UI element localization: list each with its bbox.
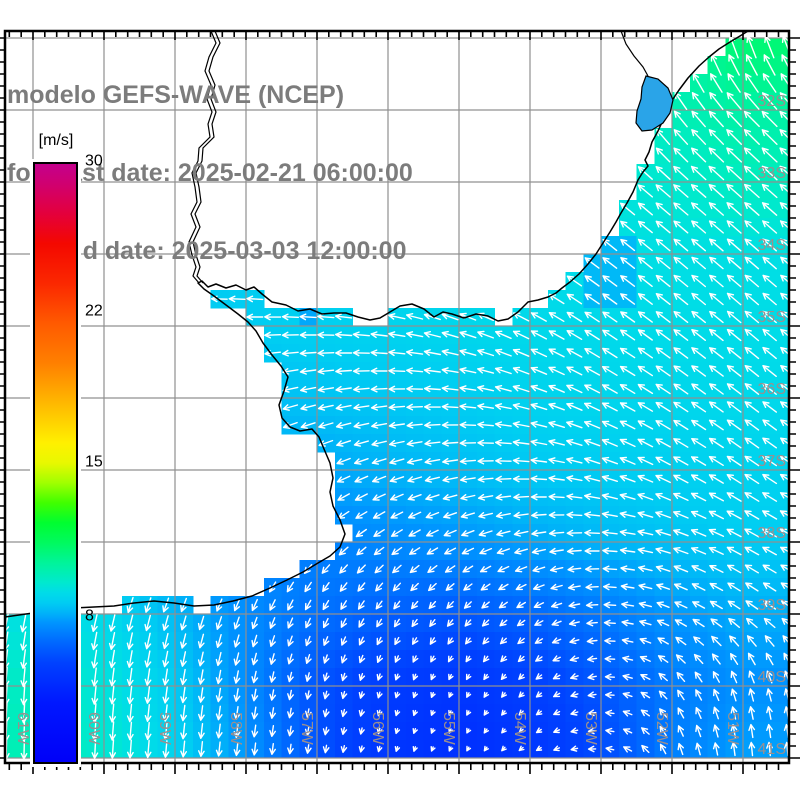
- colorbar-unit-label: [m/s]: [38, 132, 74, 149]
- latitude-label: 38S: [758, 525, 786, 542]
- longitude-label: 60W: [85, 712, 102, 746]
- longitude-label: 58W: [227, 712, 244, 746]
- colorbar-tick-label: 30: [85, 152, 103, 170]
- latitude-label: 36S: [758, 381, 786, 398]
- latitude-label: 41S: [758, 741, 786, 758]
- uruguay-river-bank: [192, 31, 221, 284]
- valid-date-label: valid date: 2025-03-03 12:00:00: [41, 237, 407, 265]
- longitude-label: 57W: [298, 712, 315, 746]
- model-title: modelo GEFS-WAVE (NCEP): [7, 81, 345, 109]
- colorbar-tick-label: 22: [85, 302, 103, 320]
- latitude-label: 33S: [758, 165, 786, 182]
- longitude-labels: 61W 60W 59W 58W 57W 56W 55W 54W 53W 52W 51W: [14, 712, 741, 746]
- latitude-label: 32S: [758, 93, 786, 110]
- latitude-label: 39S: [758, 597, 786, 614]
- longitude-label: 53W: [582, 712, 599, 746]
- colorbar-tick-label: 15: [85, 453, 103, 471]
- longitude-label: 52W: [653, 712, 670, 746]
- lagoon-channel: [620, 31, 649, 77]
- latitude-label: 37S: [758, 453, 786, 470]
- map-frame: [0, 29, 800, 774]
- coastline: [5, 31, 749, 618]
- longitude-label: 55W: [440, 712, 457, 746]
- latitude-label: 34S: [758, 237, 786, 254]
- colorbar-tick-label: 8: [85, 607, 94, 625]
- latitude-labels: 32S 33S 34S 35S 36S 37S 38S 39S 40S 41S: [758, 93, 786, 758]
- longitude-label: 51W: [724, 712, 741, 746]
- colorbar-gradient: [33, 162, 78, 764]
- longitude-label: 59W: [156, 712, 173, 746]
- uruguay-river-bank: [188, 31, 217, 284]
- wave-direction-arrows: [5, 35, 789, 760]
- latitude-label: 35S: [758, 309, 786, 326]
- longitude-label: 54W: [511, 712, 528, 746]
- lagoon: [635, 75, 674, 132]
- latitude-label: 40S: [758, 669, 786, 686]
- longitude-label: 61W: [14, 712, 31, 746]
- longitude-label: 56W: [369, 712, 386, 746]
- forecast-date-label: forecast date: 2025-02-21 06:00:00: [7, 159, 413, 187]
- title-block: modelo GEFS-WAVE (NCEP) forecast date: 2…: [7, 30, 413, 316]
